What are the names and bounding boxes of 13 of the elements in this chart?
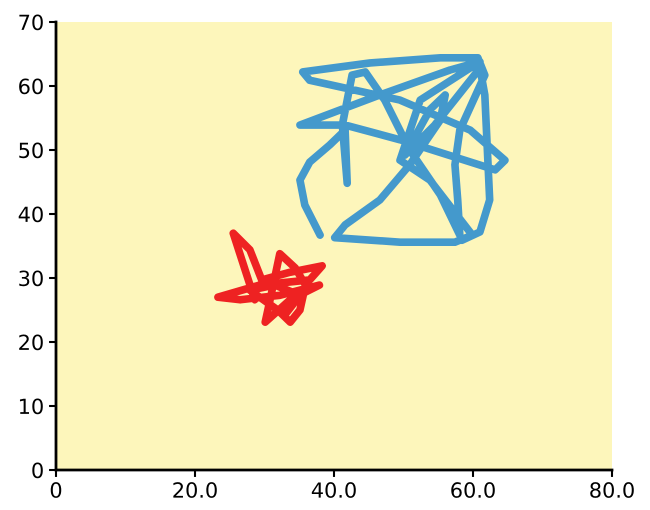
y-tick-label: 70 <box>19 14 43 30</box>
x-tick-label: 60.0 <box>451 482 495 498</box>
x-tick-label: 0 <box>50 482 62 498</box>
y-tick-label: 20 <box>19 334 43 350</box>
y-tick-label: 40 <box>18 206 43 222</box>
y-tick-label: 10 <box>20 398 43 414</box>
x-tick-label: 20.0 <box>173 482 217 498</box>
y-tick-label: 0 <box>32 462 43 478</box>
x-tick-label: 80.0 <box>590 482 634 498</box>
y-tick-label: 30 <box>19 270 43 286</box>
y-tick-label: 60 <box>19 78 43 94</box>
y-tick-label: 50 <box>19 142 43 158</box>
x-tick-label: 40.0 <box>312 482 356 498</box>
